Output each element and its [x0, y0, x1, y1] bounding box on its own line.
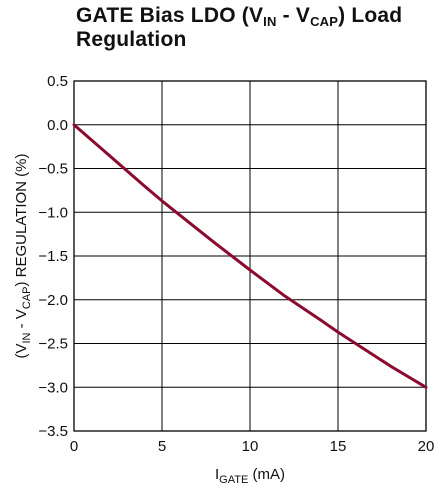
x-tick-label: 20	[418, 438, 435, 455]
x-axis-label: IGATE (mA)	[215, 466, 285, 486]
x-tick-labels: 0 5 10 15 20	[70, 438, 435, 455]
series-layer	[72, 123, 428, 389]
y-tick-label: −3.0	[38, 379, 68, 396]
x-tick-label: 0	[70, 438, 78, 455]
y-tick-label: −2.5	[38, 336, 68, 353]
x-tick-label: 15	[330, 438, 347, 455]
y-tick-label: 0.5	[47, 73, 68, 90]
y-tick-label: 0.0	[47, 117, 68, 134]
y-tick-label: −2.0	[38, 292, 68, 309]
x-tick-label: 5	[158, 438, 166, 455]
y-tick-labels: 0.5 0.0 −0.5 −1.0 −1.5 −2.0 −2.5 −3.0 −3.5	[38, 73, 68, 440]
y-tick-label: −0.5	[38, 161, 68, 178]
y-tick-label: −1.0	[38, 204, 68, 221]
y-tick-label: −3.5	[38, 423, 68, 440]
y-axis-label: (VIN - VCAP) REGULATION (%)	[13, 153, 33, 358]
y-tick-label: −1.5	[38, 248, 68, 265]
grid	[74, 81, 426, 431]
series-line	[72, 123, 428, 389]
x-tick-label: 10	[242, 438, 259, 455]
chart-title: GATE Bias LDO (VIN - VCAP) Load Regulati…	[76, 4, 403, 51]
